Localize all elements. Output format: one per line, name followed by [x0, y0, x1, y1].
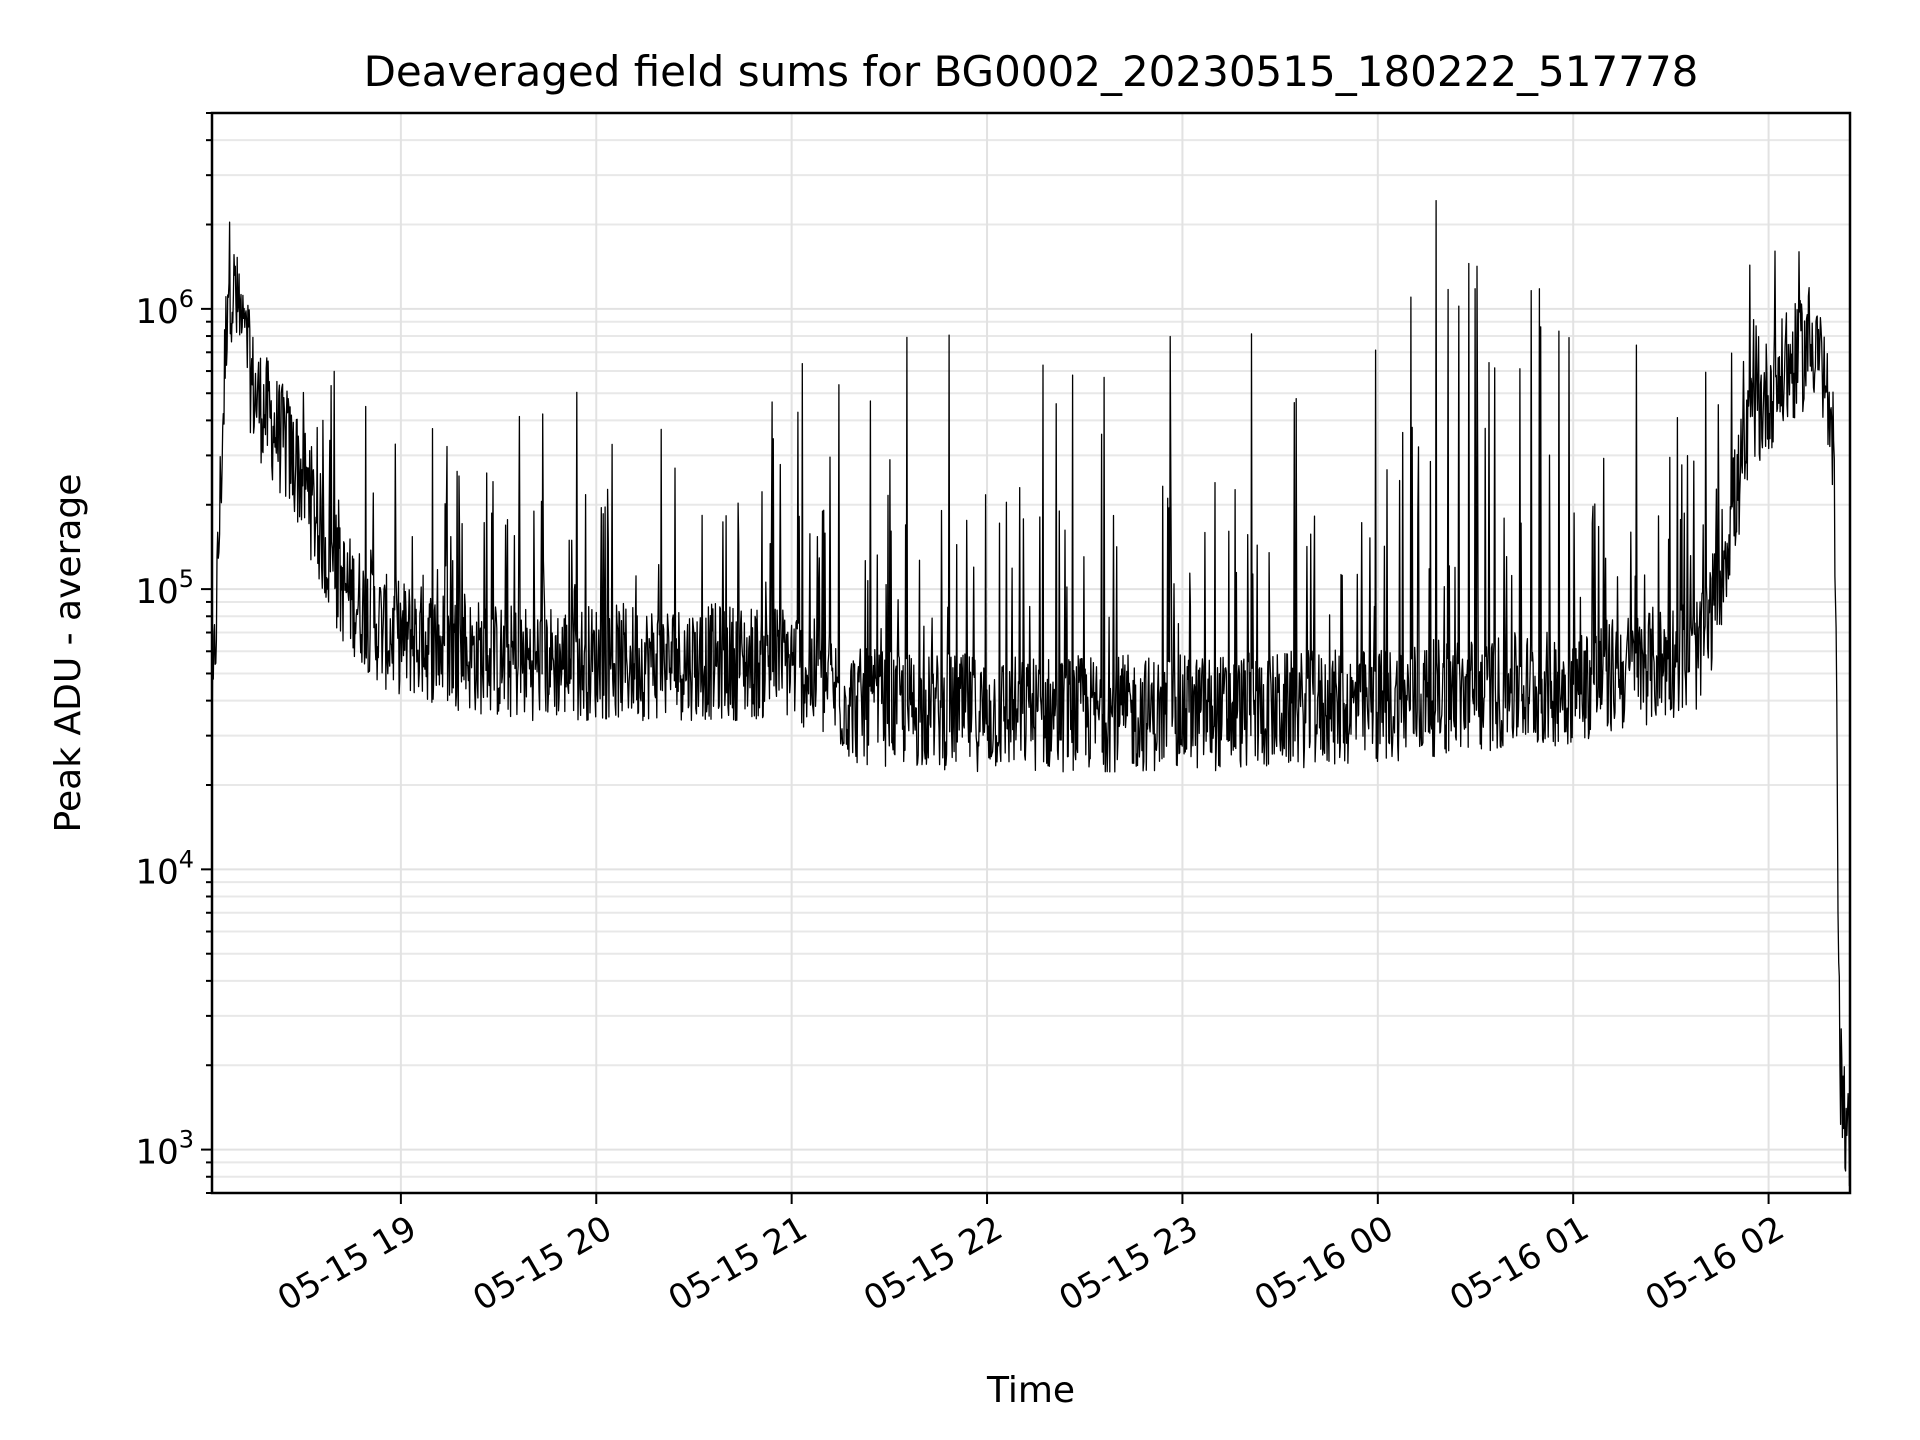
series-line [212, 199, 1850, 1187]
plot-area [212, 199, 1850, 1187]
x-axis-label: Time [986, 1370, 1075, 1411]
y-tick-label: 104 [135, 845, 194, 892]
y-tick-label: 103 [135, 1126, 194, 1173]
chart-title: Deaveraged field sums for BG0002_2023051… [364, 47, 1699, 96]
plot-frame [210, 111, 1852, 1195]
y-tick-label: 105 [135, 565, 194, 612]
y-axis-label: Peak ADU - average [48, 474, 89, 833]
y-axis: 103 104 105 106 [135, 112, 212, 1194]
y-tick-label: 106 [135, 285, 194, 332]
